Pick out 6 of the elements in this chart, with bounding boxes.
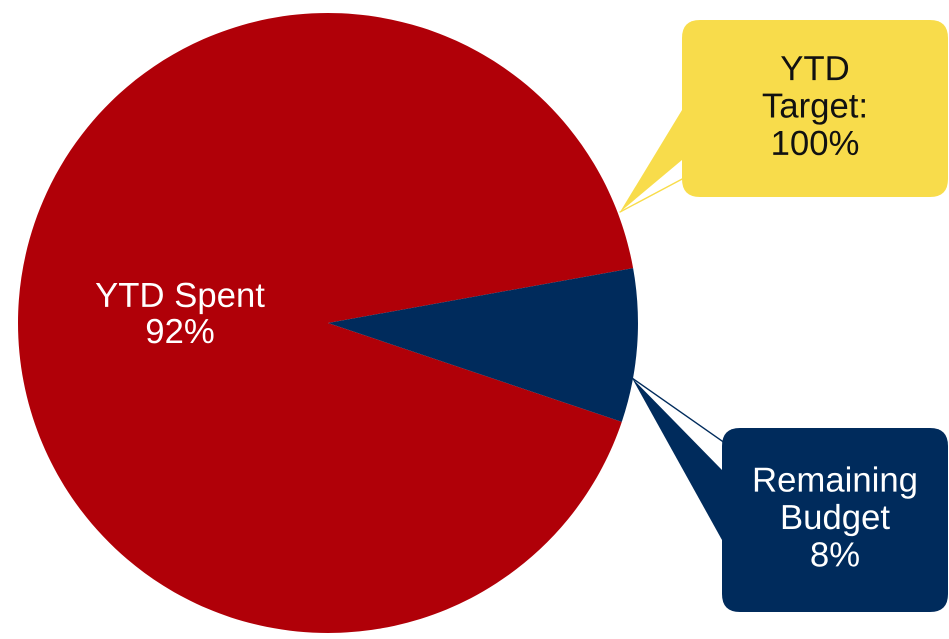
data-label: 8% — [811, 542, 859, 567]
data-label: 92% — [146, 318, 214, 344]
text: YTD Target: 100% — [762, 56, 865, 156]
pie-slice — [18, 13, 634, 633]
slice-label: YTD Spent — [96, 282, 265, 314]
slice-label: Remaining Budget — [754, 466, 916, 536]
